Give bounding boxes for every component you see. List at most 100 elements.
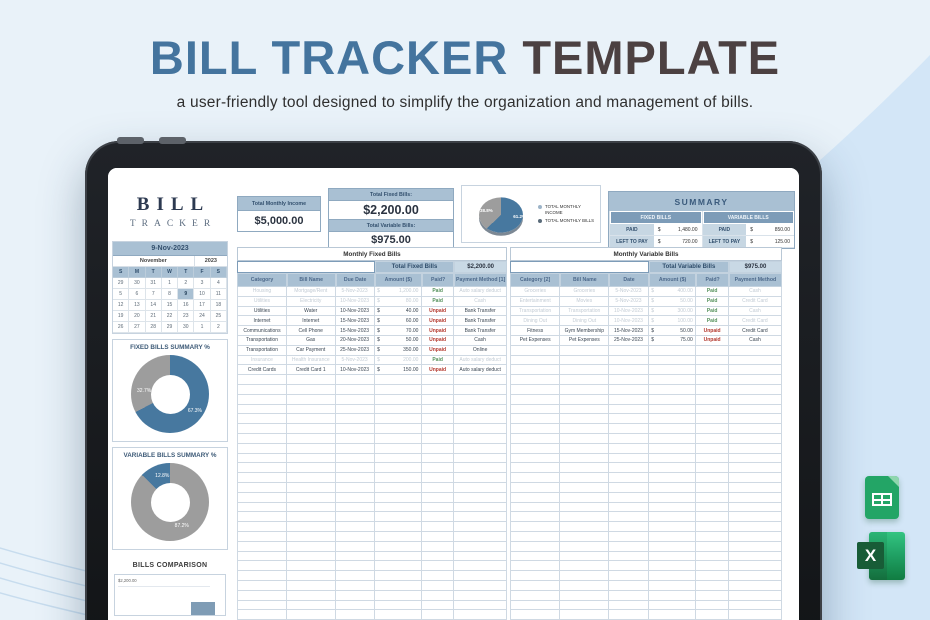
empty-row[interactable] bbox=[510, 453, 782, 464]
empty-cell[interactable] bbox=[374, 384, 422, 395]
paid-status-cell[interactable]: Paid bbox=[696, 287, 729, 297]
empty-cell[interactable] bbox=[335, 502, 375, 513]
empty-cell[interactable] bbox=[560, 473, 610, 483]
calendar-day[interactable]: 20 bbox=[129, 311, 146, 322]
empty-cell[interactable] bbox=[335, 590, 375, 601]
empty-cell[interactable] bbox=[728, 355, 782, 366]
empty-cell[interactable] bbox=[374, 433, 422, 444]
empty-cell[interactable] bbox=[335, 551, 375, 562]
empty-cell[interactable] bbox=[609, 345, 649, 356]
empty-cell[interactable] bbox=[374, 512, 422, 523]
empty-cell[interactable] bbox=[421, 463, 455, 474]
paid-status-cell[interactable]: Unpaid bbox=[421, 316, 455, 327]
empty-cell[interactable] bbox=[421, 580, 455, 591]
empty-row[interactable] bbox=[237, 453, 507, 464]
empty-cell[interactable] bbox=[560, 590, 610, 601]
column-header[interactable]: Amount ($) bbox=[648, 273, 697, 287]
empty-cell[interactable] bbox=[609, 482, 649, 493]
empty-cell[interactable] bbox=[421, 424, 455, 434]
empty-cell[interactable] bbox=[728, 433, 782, 444]
empty-cell[interactable] bbox=[374, 580, 422, 591]
empty-cell[interactable] bbox=[237, 482, 287, 493]
amount-cell[interactable]: $80.00 bbox=[374, 296, 422, 307]
empty-cell[interactable] bbox=[648, 531, 697, 542]
empty-cell[interactable] bbox=[510, 365, 561, 376]
empty-cell[interactable] bbox=[560, 561, 610, 572]
category-cell[interactable]: Housing bbox=[237, 287, 287, 297]
payment-method-cell[interactable]: Cash bbox=[728, 306, 782, 317]
empty-cell[interactable] bbox=[696, 375, 729, 385]
empty-cell[interactable] bbox=[648, 394, 697, 405]
empty-cell[interactable] bbox=[648, 571, 697, 581]
bill-row[interactable]: Housing Mortgage/Rent 5-Nov-2023 $1,200.00 P… bbox=[237, 287, 507, 297]
empty-row[interactable] bbox=[510, 600, 782, 611]
bill-row[interactable]: Groceries Groceries 5-Nov-2023 $400.00 Paid C… bbox=[510, 287, 782, 297]
empty-row[interactable] bbox=[237, 561, 507, 572]
column-header[interactable]: Payment Method bbox=[728, 273, 782, 287]
calendar-day[interactable]: 27 bbox=[129, 322, 146, 333]
empty-cell[interactable] bbox=[374, 551, 422, 562]
empty-cell[interactable] bbox=[510, 571, 561, 581]
empty-cell[interactable] bbox=[454, 443, 507, 454]
empty-cell[interactable] bbox=[510, 551, 561, 562]
empty-cell[interactable] bbox=[286, 541, 336, 552]
empty-cell[interactable] bbox=[237, 394, 287, 405]
empty-row[interactable] bbox=[237, 482, 507, 493]
bill-row[interactable]: Utilities Water 10-Nov-2023 $40.00 Unpaid Ban… bbox=[237, 306, 507, 317]
bill-name-cell[interactable]: Health Insurance bbox=[286, 355, 336, 366]
amount-cell[interactable]: $70.00 bbox=[374, 326, 422, 336]
empty-cell[interactable] bbox=[648, 610, 697, 620]
calendar-day[interactable]: 26 bbox=[113, 322, 130, 333]
empty-cell[interactable] bbox=[421, 502, 455, 513]
calendar-day[interactable]: 6 bbox=[129, 289, 146, 300]
empty-cell[interactable] bbox=[609, 610, 649, 620]
date-cell[interactable]: 15-Nov-2023 bbox=[335, 316, 375, 327]
empty-cell[interactable] bbox=[335, 561, 375, 572]
empty-row[interactable] bbox=[237, 590, 507, 601]
amount-cell[interactable]: $50.00 bbox=[374, 335, 422, 346]
empty-row[interactable] bbox=[237, 580, 507, 591]
empty-cell[interactable] bbox=[609, 492, 649, 503]
empty-cell[interactable] bbox=[648, 453, 697, 464]
empty-cell[interactable] bbox=[237, 492, 287, 503]
empty-cell[interactable] bbox=[421, 492, 455, 503]
empty-cell[interactable] bbox=[421, 590, 455, 601]
empty-cell[interactable] bbox=[648, 355, 697, 366]
empty-cell[interactable] bbox=[237, 522, 287, 532]
empty-cell[interactable] bbox=[510, 424, 561, 434]
paid-status-cell[interactable]: Paid bbox=[421, 296, 455, 307]
column-header[interactable]: Paid? bbox=[421, 273, 455, 287]
empty-cell[interactable] bbox=[454, 482, 507, 493]
empty-cell[interactable] bbox=[421, 531, 455, 542]
empty-cell[interactable] bbox=[696, 600, 729, 611]
column-header[interactable]: Category bbox=[237, 273, 287, 287]
empty-cell[interactable] bbox=[728, 424, 782, 434]
empty-cell[interactable] bbox=[728, 394, 782, 405]
empty-cell[interactable] bbox=[728, 414, 782, 425]
calendar-day[interactable]: 11 bbox=[210, 289, 227, 300]
income-value[interactable]: $5,000.00 bbox=[238, 211, 320, 231]
calendar-day[interactable]: 14 bbox=[145, 300, 162, 311]
empty-cell[interactable] bbox=[728, 384, 782, 395]
empty-row[interactable] bbox=[510, 384, 782, 395]
empty-cell[interactable] bbox=[648, 473, 697, 483]
empty-cell[interactable] bbox=[648, 512, 697, 523]
empty-cell[interactable] bbox=[237, 384, 287, 395]
paid-value[interactable]: $850.00 bbox=[746, 224, 794, 235]
empty-cell[interactable] bbox=[454, 610, 507, 620]
empty-cell[interactable] bbox=[454, 404, 507, 415]
empty-cell[interactable] bbox=[286, 453, 336, 464]
empty-cell[interactable] bbox=[510, 502, 561, 513]
empty-cell[interactable] bbox=[560, 531, 610, 542]
empty-cell[interactable] bbox=[286, 443, 336, 454]
empty-cell[interactable] bbox=[696, 345, 729, 356]
paid-status-cell[interactable]: Unpaid bbox=[421, 326, 455, 336]
empty-cell[interactable] bbox=[286, 512, 336, 523]
empty-cell[interactable] bbox=[728, 590, 782, 601]
date-cell[interactable]: 5-Nov-2023 bbox=[609, 287, 649, 297]
category-cell[interactable]: Utilities bbox=[237, 296, 287, 307]
empty-cell[interactable] bbox=[335, 531, 375, 542]
empty-cell[interactable] bbox=[286, 463, 336, 474]
empty-cell[interactable] bbox=[335, 375, 375, 385]
empty-cell[interactable] bbox=[510, 433, 561, 444]
